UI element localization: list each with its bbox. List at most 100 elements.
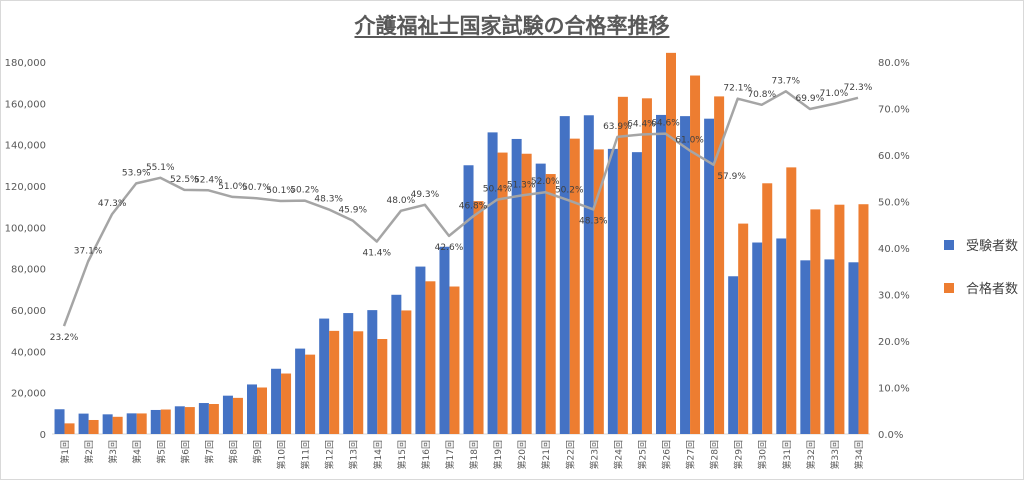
bar-examinees xyxy=(295,348,306,434)
x-tick-label: 第27回 xyxy=(685,440,697,469)
x-tick-label: 第17回 xyxy=(444,440,456,469)
x-tick-label: 第9回 xyxy=(252,440,264,464)
line-data-label: 48.3% xyxy=(579,216,608,226)
y-left-tick-label: 20,000 xyxy=(11,389,46,400)
x-tick-label: 第33回 xyxy=(829,440,841,469)
bar-passers xyxy=(281,373,292,434)
y-left-tick-label: 140,000 xyxy=(5,141,46,152)
legend-swatch-passers xyxy=(944,283,954,293)
bar-passers xyxy=(257,387,267,434)
bar-passers xyxy=(64,423,75,434)
line-data-label: 72.1% xyxy=(723,84,752,94)
bar-examinees xyxy=(126,413,137,434)
x-tick-label: 第13回 xyxy=(348,440,360,469)
x-tick-label: 第10回 xyxy=(276,440,288,469)
bar-passers xyxy=(714,96,725,435)
line-data-label: 57.9% xyxy=(717,172,746,182)
line-data-label: 55.1% xyxy=(146,163,175,173)
line-data-label: 63.9% xyxy=(603,122,632,132)
legend-swatch-examinees xyxy=(944,240,954,250)
x-tick-label: 第31回 xyxy=(781,440,793,469)
y-left-tick-label: 120,000 xyxy=(5,182,46,193)
x-tick-label: 第15回 xyxy=(396,440,408,469)
y-left-tick-label: 40,000 xyxy=(11,347,46,358)
line-data-label: 48.0% xyxy=(387,196,416,206)
bar-passers xyxy=(88,419,99,434)
bar-examinees xyxy=(583,115,594,435)
y-left-tick-label: 180,000 xyxy=(5,58,46,69)
x-tick-label: 第22回 xyxy=(564,440,576,469)
bar-examinees xyxy=(631,152,642,435)
y-right-tick-label: 20.0% xyxy=(878,337,910,348)
line-data-label: 50.4% xyxy=(483,185,512,195)
x-tick-label: 第4回 xyxy=(131,440,143,464)
bar-passers xyxy=(762,183,773,434)
x-tick-label: 第26回 xyxy=(661,440,673,469)
x-tick-label: 第30回 xyxy=(757,440,769,469)
x-tick-label: 第23回 xyxy=(588,440,600,469)
y-right-tick-label: 60.0% xyxy=(878,151,910,162)
y-right-tick-label: 50.0% xyxy=(878,198,910,209)
bar-examinees xyxy=(174,406,185,434)
line-data-label: 53.9% xyxy=(122,168,151,178)
bar-examinees xyxy=(271,368,282,434)
bar-passers xyxy=(160,409,171,434)
line-data-label: 50.2% xyxy=(290,186,319,196)
line-data-label: 45.9% xyxy=(338,206,367,216)
x-tick-label: 第8回 xyxy=(227,440,239,464)
bar-examinees xyxy=(415,266,426,434)
line-data-label: 50.7% xyxy=(242,183,271,193)
bar-examinees xyxy=(656,114,666,434)
bar-passers xyxy=(329,330,340,434)
bar-examinees xyxy=(776,238,787,434)
bar-examinees xyxy=(247,384,257,434)
line-data-label: 41.4% xyxy=(362,248,391,258)
bar-examinees xyxy=(102,414,113,434)
bar-examinees xyxy=(319,318,330,434)
line-data-label: 52.0% xyxy=(531,177,560,187)
y-right-tick-label: 30.0% xyxy=(878,291,910,302)
bar-examinees xyxy=(800,260,811,434)
x-tick-label: 第3回 xyxy=(107,440,119,464)
bar-passers xyxy=(449,286,460,434)
bar-passers xyxy=(810,209,821,434)
legend-label-examinees: 受験者数 xyxy=(966,239,1018,254)
x-tick-label: 第14回 xyxy=(372,440,384,469)
x-tick-label: 第6回 xyxy=(179,440,191,464)
bar-passers xyxy=(545,174,556,434)
y-left-tick-label: 100,000 xyxy=(5,223,46,234)
x-tick-label: 第16回 xyxy=(420,440,432,469)
y-right-tick-label: 10.0% xyxy=(878,384,910,395)
bar-passers xyxy=(425,281,436,434)
bar-examinees xyxy=(535,163,546,435)
x-tick-label: 第11回 xyxy=(300,440,312,469)
bar-examinees xyxy=(439,246,450,434)
y-left-tick-label: 60,000 xyxy=(11,306,46,317)
x-tick-label: 第19回 xyxy=(492,440,504,469)
y-right-tick-label: 70.0% xyxy=(878,105,910,116)
bar-examinees xyxy=(463,165,474,434)
bar-passers xyxy=(184,407,195,434)
line-data-label: 71.0% xyxy=(820,89,849,99)
line-data-label: 50.2% xyxy=(555,186,584,196)
line-data-label: 69.9% xyxy=(796,94,825,104)
x-tick-label: 第21回 xyxy=(540,440,552,469)
bar-examinees xyxy=(704,118,715,434)
bar-examinees xyxy=(511,138,522,434)
x-tick-label: 第2回 xyxy=(83,440,95,464)
bar-passers xyxy=(786,167,797,434)
x-tick-label: 第28回 xyxy=(709,440,721,469)
bar-passers xyxy=(473,201,484,434)
line-data-label: 52.4% xyxy=(194,175,223,185)
line-data-label: 47.3% xyxy=(98,199,127,209)
line-data-label: 51.3% xyxy=(507,180,536,190)
bar-passers xyxy=(834,204,845,434)
bar-examinees xyxy=(78,413,89,434)
line-data-label: 64.4% xyxy=(627,120,656,130)
chart-title: 介護福祉士国家試験の合格率推移 xyxy=(354,14,670,38)
x-tick-label: 第5回 xyxy=(155,440,167,464)
bar-examinees xyxy=(198,403,209,434)
bar-examinees xyxy=(848,262,859,434)
bar-passers xyxy=(136,413,147,434)
